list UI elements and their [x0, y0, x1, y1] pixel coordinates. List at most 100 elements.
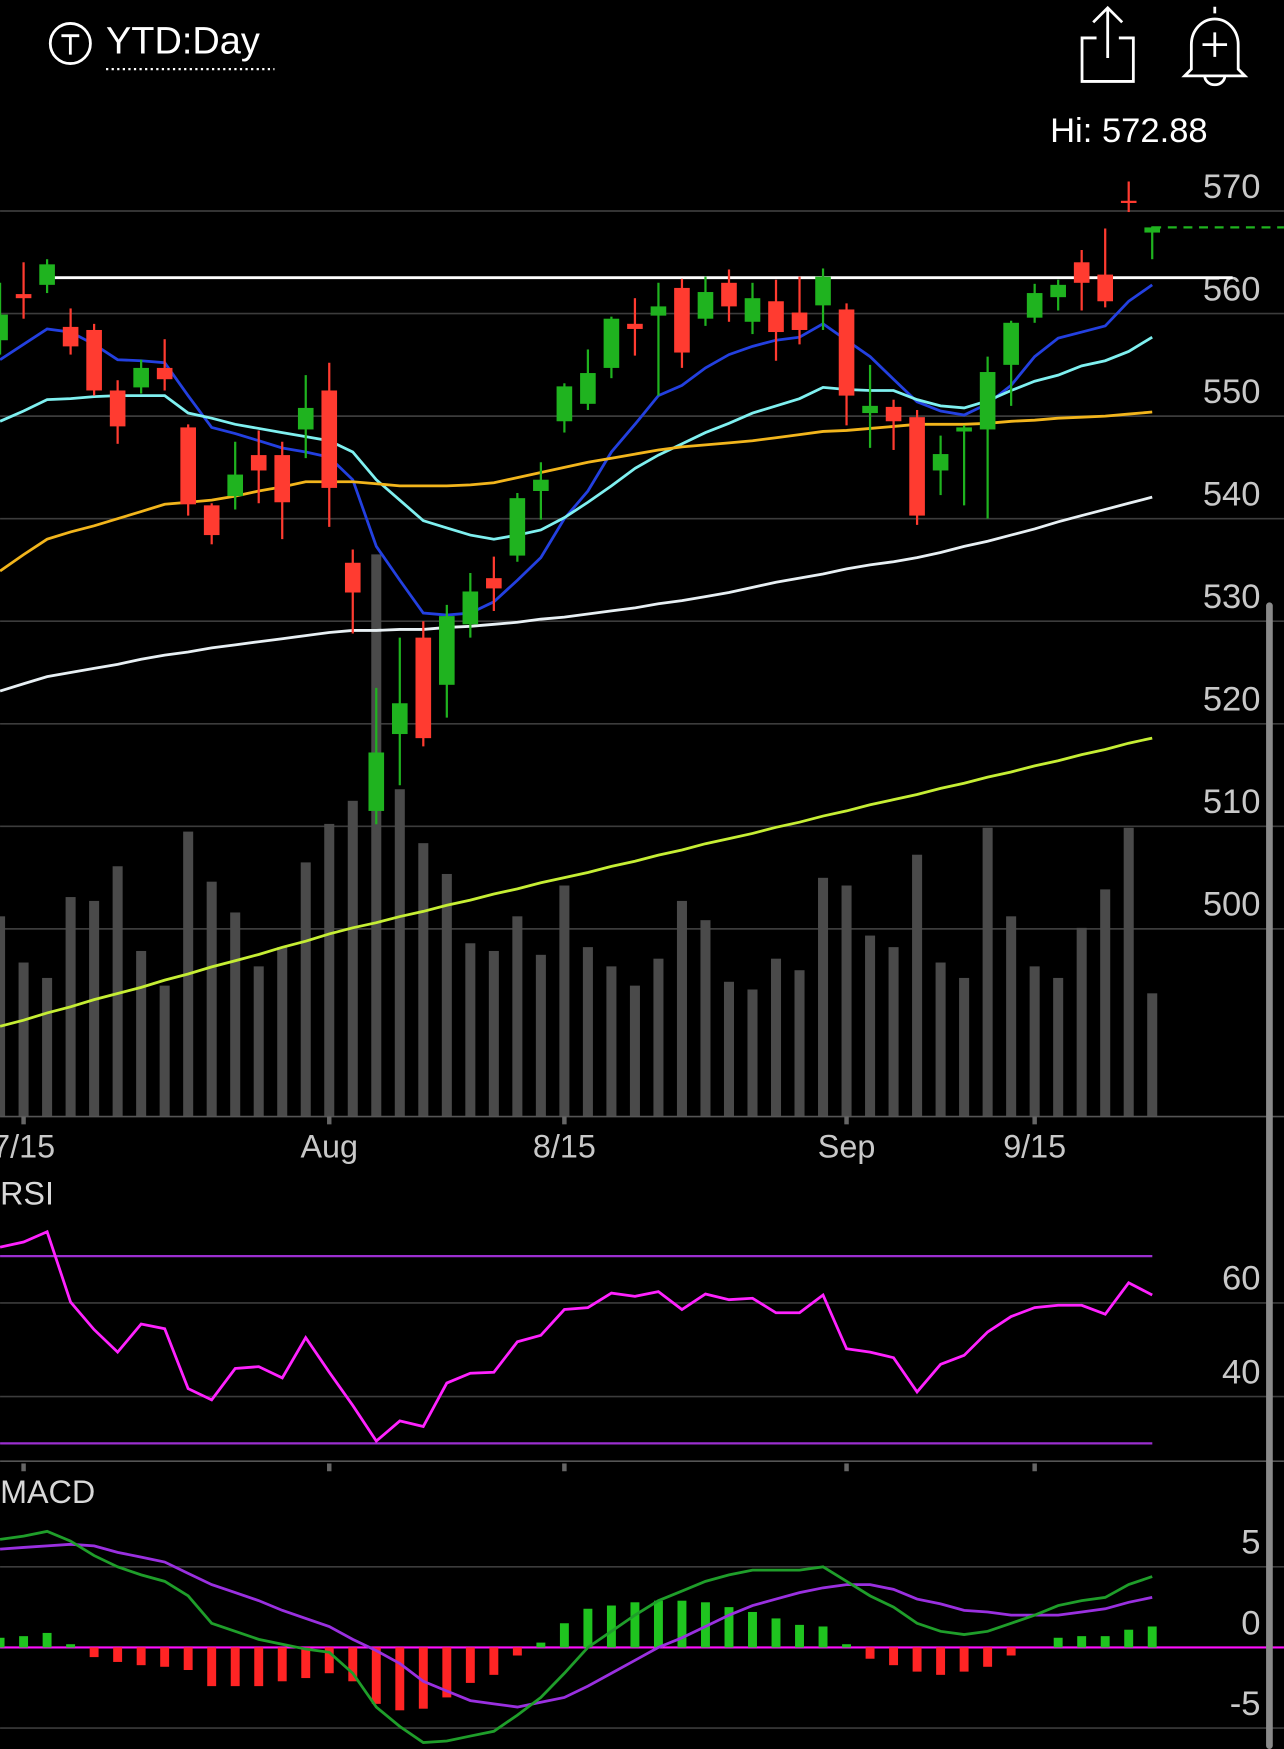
candle-body: [791, 312, 808, 330]
volume-bar: [277, 947, 288, 1117]
histogram-bar: [889, 1647, 899, 1666]
candle-body: [439, 616, 455, 685]
candle-body: [0, 314, 8, 341]
y-tick-label: 540: [1203, 475, 1261, 513]
y-tick-label: 60: [1222, 1260, 1260, 1298]
histogram-bar: [771, 1618, 781, 1648]
histogram-bar: [701, 1602, 710, 1648]
volume-bar: [230, 912, 241, 1117]
histogram-bar: [371, 1647, 381, 1704]
histogram-bar: [653, 1600, 663, 1648]
y-tick-label: 0: [1241, 1604, 1260, 1642]
candle-body: [533, 479, 549, 491]
volume-bar: [653, 958, 664, 1117]
candle-body: [133, 367, 149, 388]
volume-bar: [418, 843, 429, 1117]
volume-bar: [770, 958, 782, 1117]
alert-button[interactable]: [1181, 6, 1249, 87]
x-tick-label: 8/15: [533, 1128, 596, 1164]
volume-bar: [629, 985, 640, 1117]
y-tick-label: 570: [1203, 168, 1261, 206]
candle-body: [744, 298, 761, 322]
y-tick-label: 530: [1203, 578, 1261, 616]
candle-body: [368, 752, 385, 811]
histogram-bar: [19, 1636, 29, 1648]
y-tick-label: 510: [1203, 783, 1261, 821]
histogram-bar: [395, 1647, 405, 1711]
histogram-bar: [559, 1623, 569, 1648]
histogram-bar: [183, 1647, 193, 1671]
candle-body: [1003, 322, 1019, 365]
volume-bar: [1029, 966, 1040, 1117]
high-label: Hi: 572.88: [1050, 112, 1208, 150]
histogram-bar: [230, 1647, 240, 1687]
volume-bar: [136, 950, 147, 1117]
volume-bar: [512, 916, 523, 1117]
histogram-bar: [89, 1647, 99, 1658]
candle-body: [321, 390, 338, 488]
histogram-bar: [0, 1637, 5, 1648]
histogram-bar: [324, 1647, 334, 1674]
candle-body: [509, 498, 526, 556]
volume-bar: [18, 962, 29, 1117]
histogram-bar: [936, 1647, 946, 1675]
volume-bar: [42, 977, 53, 1117]
candle-body: [86, 329, 102, 391]
moving-average-line: [0, 336, 1153, 541]
candle-body: [486, 578, 502, 589]
volume-bar: [841, 885, 852, 1117]
y-tick-label: -5: [1230, 1685, 1261, 1723]
timeframe-button[interactable]: YTD:Day: [48, 21, 275, 71]
timeframe-icon-glyph: [61, 34, 80, 55]
histogram-bar: [748, 1611, 757, 1648]
histogram-bar: [865, 1647, 875, 1659]
share-button[interactable]: [1080, 5, 1135, 83]
volume-bar: [394, 789, 405, 1117]
y-tick-label: 500: [1203, 886, 1261, 924]
histogram-bar: [795, 1624, 804, 1648]
volume-bar: [912, 854, 923, 1117]
share-icon-arrow: [1092, 5, 1124, 59]
moving-average-line: [0, 736, 1153, 1028]
histogram-bar: [536, 1642, 546, 1648]
y-tick-label: 40: [1222, 1353, 1260, 1391]
volume-bar: [371, 554, 382, 1117]
volume-bar: [582, 947, 593, 1117]
candle-body: [1120, 200, 1137, 203]
candle-body: [1097, 274, 1114, 302]
histogram-bar: [818, 1626, 828, 1648]
candle-body: [1026, 293, 1043, 318]
volume-bar: [959, 977, 970, 1117]
candle-body: [862, 405, 878, 414]
histogram-bar: [254, 1647, 264, 1687]
candle-body: [62, 326, 79, 347]
histogram-bar: [66, 1644, 76, 1648]
signal-line: [0, 1542, 1153, 1709]
volume-bar: [300, 862, 311, 1117]
candle-body: [650, 306, 667, 316]
macd-line: [0, 1529, 1153, 1744]
histogram-bar: [301, 1647, 311, 1679]
moving-average-line: [0, 283, 1153, 617]
candle-body: [203, 505, 220, 536]
volume-bar: [888, 947, 899, 1117]
volume-bar: [535, 954, 546, 1117]
histogram-bar: [442, 1647, 452, 1698]
candle-body: [391, 703, 408, 735]
histogram-bar: [1124, 1629, 1134, 1648]
volume-bar: [700, 920, 711, 1117]
volume-bar: [1076, 927, 1087, 1117]
alert-icon: [1181, 6, 1249, 87]
histogram-bar: [606, 1605, 616, 1648]
candle-body: [297, 407, 314, 430]
histogram-bar: [489, 1647, 499, 1675]
volume-bar: [982, 827, 993, 1117]
candle-body: [979, 372, 996, 430]
candle-body: [627, 323, 643, 329]
scrollbar[interactable]: [1266, 602, 1273, 1749]
volume-bar: [488, 950, 499, 1117]
volume-bar: [159, 985, 170, 1117]
histogram-bar: [842, 1644, 852, 1648]
volume-bar: [1100, 889, 1111, 1117]
